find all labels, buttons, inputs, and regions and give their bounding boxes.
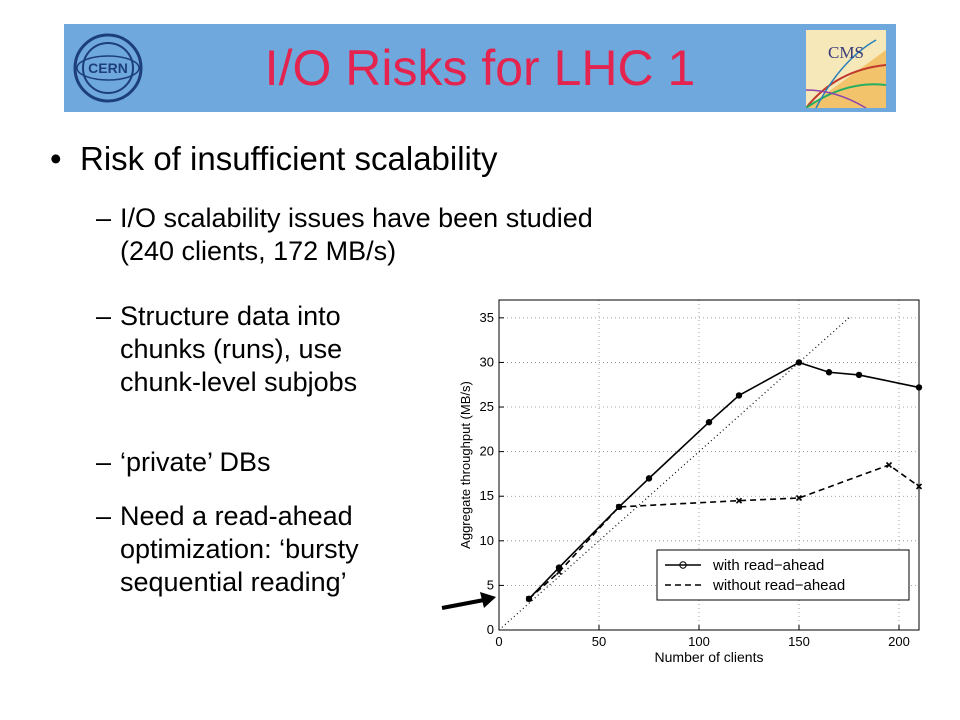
x-tick-label: 100	[688, 634, 710, 649]
y-axis-label: Aggregate throughput (MB/s)	[458, 381, 473, 549]
dash-4: –	[96, 501, 112, 531]
data-point-with-readahead	[735, 392, 743, 399]
plot-frame	[498, 299, 920, 631]
data-point-with-readahead	[705, 418, 713, 426]
y-tick-label: 15	[480, 488, 494, 503]
dash-3: –	[96, 447, 112, 477]
sub-bullet-readahead-text: Need a read-ahead optimization: ‘bursty …	[120, 500, 359, 599]
data-point-with-readahead	[795, 359, 803, 366]
cern-logo-text: CERN	[88, 60, 128, 76]
dash-2: –	[96, 301, 112, 331]
data-point-without-readahead	[885, 461, 893, 469]
title-bar: I/O Risks for LHC 1	[64, 24, 896, 112]
y-tick-label: 25	[480, 399, 494, 414]
y-tick-label: 0	[487, 622, 494, 637]
chart-legend: with read−ahead without read−ahead	[656, 549, 910, 601]
sub-bullet-structure-line1: Structure data into	[120, 301, 341, 331]
data-point-without-readahead	[735, 497, 743, 504]
series-line-0	[528, 361, 920, 600]
sub-bullet-structure-line2: chunks (runs), use	[120, 334, 343, 364]
sub-bullet-scalability-line1: I/O scalability issues have been studied	[120, 203, 593, 233]
sub-bullet-readahead-line3: sequential reading’	[120, 567, 347, 597]
cms-logo: CMS	[806, 30, 886, 108]
data-point-without-readahead	[555, 568, 563, 576]
data-point-without-readahead	[795, 494, 803, 502]
legend-marker-0	[679, 561, 687, 569]
legend-box	[656, 549, 910, 601]
y-tick-label: 5	[487, 577, 494, 592]
y-tick-label: 10	[480, 533, 494, 548]
data-point-with-readahead	[855, 371, 863, 379]
throughput-chart: 0 50 100 150 200 0 5 10 15 20 25 30 35 Aggregate thr…	[458, 299, 923, 665]
y-tick-label: 30	[480, 354, 494, 369]
cms-logo-text: CMS	[828, 43, 864, 62]
x-tick-label: 0	[495, 634, 502, 649]
data-point-with-readahead	[645, 475, 653, 482]
slide-title: I/O Risks for LHC 1	[264, 40, 696, 96]
sub-bullet-readahead-line2: optimization: ‘bursty	[120, 534, 359, 564]
data-point-without-readahead	[615, 503, 623, 510]
sub-bullet-structure-text: Structure data into chunks (runs), use c…	[120, 300, 357, 399]
pointer-arrow	[441, 592, 496, 610]
sub-bullet-private-text: ‘private’ DBs	[120, 447, 271, 477]
legend-label-with-readahead: with read−ahead	[712, 557, 824, 574]
data-point-without-readahead	[915, 483, 923, 490]
x-tick-label: 50	[592, 634, 606, 649]
data-point-with-readahead	[825, 369, 833, 376]
dash-1: –	[96, 203, 112, 233]
legend-label-without-readahead: without read−ahead	[712, 577, 845, 594]
sub-bullet-scalability-text: I/O scalability issues have been studied…	[120, 202, 593, 268]
cern-logo: CERN	[70, 30, 146, 106]
x-tick-label: 200	[888, 634, 910, 649]
bullet-main-text: Risk of insufficient scalability	[80, 140, 498, 177]
data-point-with-readahead	[915, 384, 923, 391]
bullet-dot: •	[50, 140, 62, 177]
y-tick-label: 35	[480, 310, 494, 325]
data-point-without-readahead	[525, 595, 533, 602]
sub-bullet-structure-line3: chunk-level subjobs	[120, 367, 358, 397]
y-tick-label: 20	[480, 444, 494, 459]
x-axis-label: Number of clients	[655, 649, 764, 665]
x-tick-label: 150	[788, 634, 810, 649]
sub-bullet-scalability-line2: (240 clients, 172 MB/s)	[120, 236, 397, 266]
sub-bullet-readahead-line1: Need a read-ahead	[120, 501, 353, 531]
